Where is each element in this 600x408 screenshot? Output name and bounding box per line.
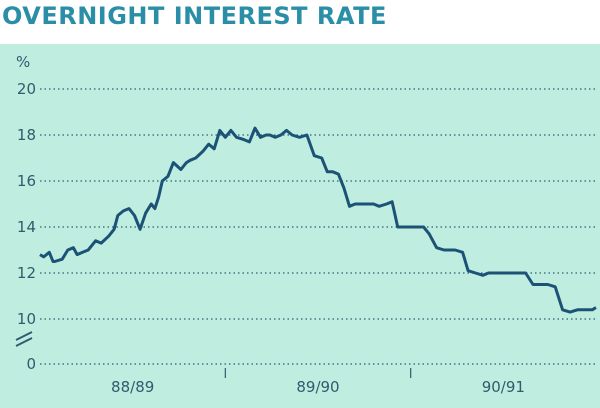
gridlines	[40, 88, 596, 365]
y-tick-label: 12	[17, 264, 36, 282]
y-tick-label: 0	[26, 355, 36, 373]
y-unit-label: %	[16, 53, 30, 71]
x-axis: 88/89 89/90 90/91	[111, 368, 525, 396]
y-tick-label: 10	[17, 310, 36, 328]
y-tick-label: 16	[17, 172, 36, 190]
x-tick-label: 88/89	[111, 378, 154, 396]
break-stroke	[15, 337, 33, 347]
series-line	[39, 126, 597, 314]
chart-panel	[0, 44, 600, 408]
x-tick-label: 89/90	[296, 378, 339, 396]
break-stroke	[15, 331, 33, 341]
y-tick-label: 14	[17, 218, 36, 236]
x-tick-label: 90/91	[482, 378, 525, 396]
y-tick-label: 18	[17, 126, 36, 144]
chart-title: OVERNIGHT INTEREST RATE	[2, 2, 387, 30]
y-tick-label: 20	[17, 80, 36, 98]
y-axis-tick-labels: % 0 10 12 14 16 18 20	[16, 53, 36, 373]
axis-break-icon	[15, 331, 33, 347]
